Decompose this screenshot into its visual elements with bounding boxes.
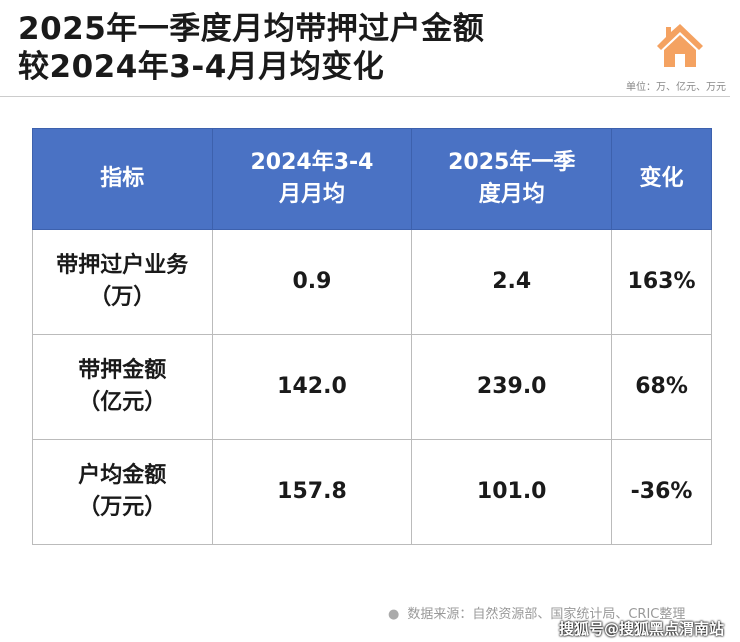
value-2024: 142.0 (211, 334, 413, 440)
label-unit: （万） (89, 285, 156, 310)
page-title: 2025年一季度月均带押过户金额 较2024年3-4月月均变化 (18, 10, 484, 86)
header-indicator: 指标 (32, 128, 213, 230)
value-2024: 0.9 (211, 229, 413, 335)
table-row: 户均金额 （万元） 157.8 101.0 -36% (32, 439, 712, 545)
label-unit: （万元） (78, 495, 167, 520)
label-unit: （亿元） (78, 390, 167, 415)
row-label: 带押过户业务 （万） (32, 229, 213, 335)
title-line-2: 较2024年3-4月月均变化 (18, 49, 385, 85)
row-label: 户均金额 （万元） (32, 439, 213, 545)
label-text: 户均金额 (78, 463, 167, 488)
header-2025: 2025年一季度月均 (411, 128, 613, 230)
value-change: -36% (611, 439, 712, 545)
value-change: 163% (611, 229, 712, 335)
watermark: 搜狐号@搜狐黑点渭南站 (558, 620, 724, 638)
header-2024: 2024年3-4月月均 (211, 128, 413, 230)
source-note: 数据来源：自然资源部、国家统计局、CRIC整理 (388, 603, 685, 622)
value-2025: 2.4 (411, 229, 613, 335)
label-text: 带押过户业务 (56, 253, 189, 278)
house-icon (657, 24, 703, 67)
table-header: 指标 2024年3-4月月均 2025年一季度月均 变化 (32, 128, 712, 230)
value-2025: 101.0 (411, 439, 613, 545)
row-label: 带押金额 （亿元） (32, 334, 213, 440)
value-2024: 157.8 (211, 439, 413, 545)
table-row: 带押金额 （亿元） 142.0 239.0 68% (32, 334, 712, 440)
header-change: 变化 (611, 128, 712, 230)
table-row: 带押过户业务 （万） 0.9 2.4 163% (32, 229, 712, 335)
divider (0, 96, 730, 97)
unit-note: 单位：万、亿元、万元 (626, 82, 726, 93)
value-change: 68% (611, 334, 712, 440)
title-line-1: 2025年一季度月均带押过户金额 (18, 11, 485, 47)
value-2025: 239.0 (411, 334, 613, 440)
data-table: 指标 2024年3-4月月均 2025年一季度月均 变化 带押过户业务 （万） 0… (32, 128, 712, 545)
label-text: 带押金额 (78, 358, 167, 383)
